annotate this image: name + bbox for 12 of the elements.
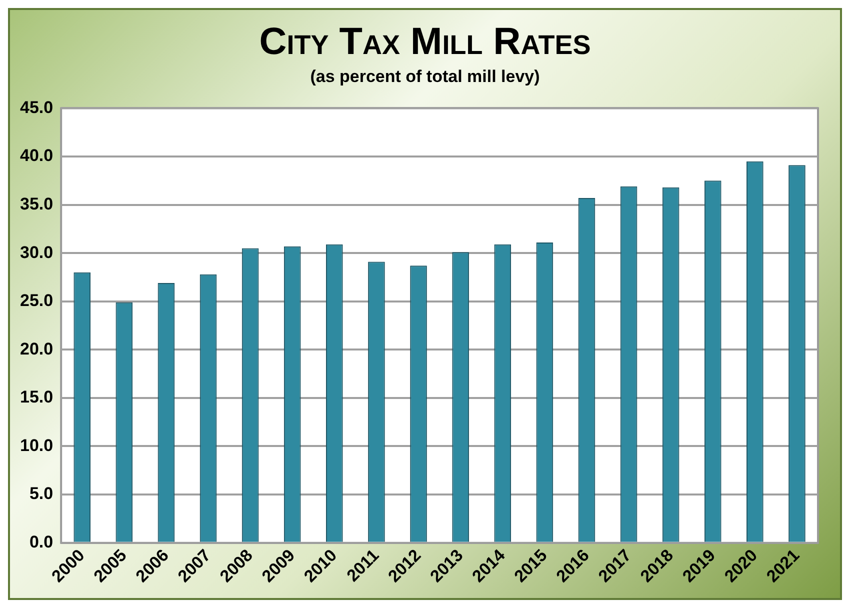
y-tick-label: 35.0 bbox=[20, 194, 54, 214]
y-tick-label: 30.0 bbox=[20, 242, 54, 262]
y-tick-label: 20.0 bbox=[20, 339, 54, 358]
y-tick-label: 5.0 bbox=[29, 484, 54, 504]
y-tick-label: 40.0 bbox=[20, 146, 54, 166]
chart-subtitle: (as percent of total mill levy) bbox=[309, 66, 541, 88]
y-tick-label: 15.0 bbox=[20, 388, 54, 407]
y-tick-label: 0.0 bbox=[29, 532, 54, 552]
chart-title: City Tax Mill Rates bbox=[258, 20, 592, 64]
y-tick-label: 10.0 bbox=[20, 436, 54, 455]
y-tick-label: 25.0 bbox=[20, 291, 54, 310]
y-tick-label: 45.0 bbox=[20, 98, 54, 117]
